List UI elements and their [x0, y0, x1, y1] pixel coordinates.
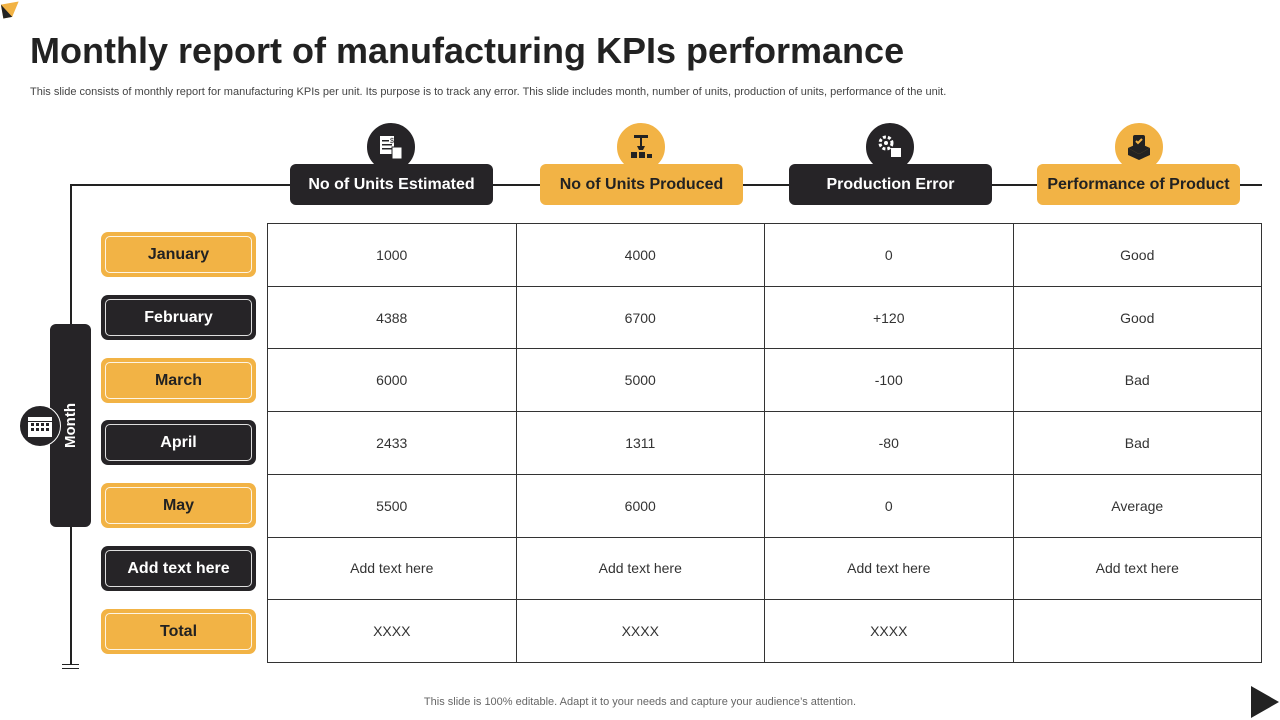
month-text: Add text here — [105, 550, 252, 587]
ground-mark — [62, 668, 79, 669]
table-cell: Bad — [1012, 348, 1262, 413]
table-cell: 1311 — [515, 411, 765, 475]
table-cell: 4388 — [267, 285, 517, 350]
page-subtitle: This slide consists of monthly report fo… — [30, 86, 947, 98]
table-cell: Add text here — [764, 536, 1014, 601]
table-row: 4388 6700 +120 Good — [267, 285, 1262, 350]
month-text: April — [105, 424, 252, 461]
table-row: Add text here Add text here Add text here A… — [267, 536, 1262, 601]
table-cell — [1012, 599, 1262, 663]
table-row: 6000 5000 -100 Bad — [267, 348, 1262, 413]
table-cell: Good — [1012, 285, 1262, 350]
month-label-april: April — [101, 420, 256, 465]
month-text: May — [105, 487, 252, 524]
table-cell: 6700 — [515, 285, 765, 350]
table-cell: Bad — [1012, 411, 1262, 475]
month-text: March — [105, 362, 252, 399]
footer-note: This slide is 100% editable. Adapt it to… — [423, 696, 857, 708]
table-cell: Add text here — [267, 536, 517, 601]
header-units-estimated: No of Units Estimated — [290, 164, 493, 205]
month-label-may: May — [101, 483, 256, 528]
table-cell: 0 — [764, 473, 1014, 538]
table-cell: XXXX — [515, 599, 765, 663]
month-label-march: March — [101, 358, 256, 403]
month-label-total: Total — [101, 609, 256, 654]
table-cell: -80 — [764, 411, 1014, 475]
month-label-january: January — [101, 232, 256, 277]
month-label-add-text: Add text here — [101, 546, 256, 591]
table-cell: 6000 — [267, 348, 517, 413]
next-slide-icon[interactable] — [1251, 686, 1279, 718]
table-row: XXXX XXXX XXXX — [267, 599, 1262, 663]
logo-icon — [0, 1, 22, 19]
page-title: Monthly report of manufacturing KPIs per… — [30, 30, 905, 71]
calendar-icon — [19, 405, 61, 447]
table-cell: Add text here — [1012, 536, 1262, 601]
month-axis-text: Month — [62, 403, 80, 448]
table-row: 2433 1311 -80 Bad — [267, 411, 1262, 475]
month-label-february: February — [101, 295, 256, 340]
svg-text:$: $ — [390, 138, 394, 145]
kpi-table: 1000 4000 0 Good 4388 6700 +120 Good 6000 5000 -10… — [267, 223, 1262, 663]
month-text: January — [105, 236, 252, 273]
table-cell: -100 — [764, 348, 1014, 413]
table-cell: 2433 — [267, 411, 517, 475]
ground-mark — [62, 664, 79, 665]
header-production-error: Production Error — [789, 164, 992, 205]
table-cell: 1000 — [267, 223, 517, 287]
month-text: Total — [105, 613, 252, 650]
table-cell: Good — [1012, 223, 1262, 287]
table-cell: XXXX — [267, 599, 517, 663]
table-cell: XXXX — [764, 599, 1014, 663]
table-cell: 6000 — [515, 473, 765, 538]
table-cell: +120 — [764, 285, 1014, 350]
table-cell: 4000 — [515, 223, 765, 287]
table-cell: 5500 — [267, 473, 517, 538]
table-cell: Average — [1012, 473, 1262, 538]
table-row: 5500 6000 0 Average — [267, 473, 1262, 538]
month-text: February — [105, 299, 252, 336]
table-cell: 5000 — [515, 348, 765, 413]
header-performance: Performance of Product — [1037, 164, 1240, 205]
table-cell: Add text here — [515, 536, 765, 601]
table-row: 1000 4000 0 Good — [267, 223, 1262, 287]
header-units-produced: No of Units Produced — [540, 164, 743, 205]
table-cell: 0 — [764, 223, 1014, 287]
